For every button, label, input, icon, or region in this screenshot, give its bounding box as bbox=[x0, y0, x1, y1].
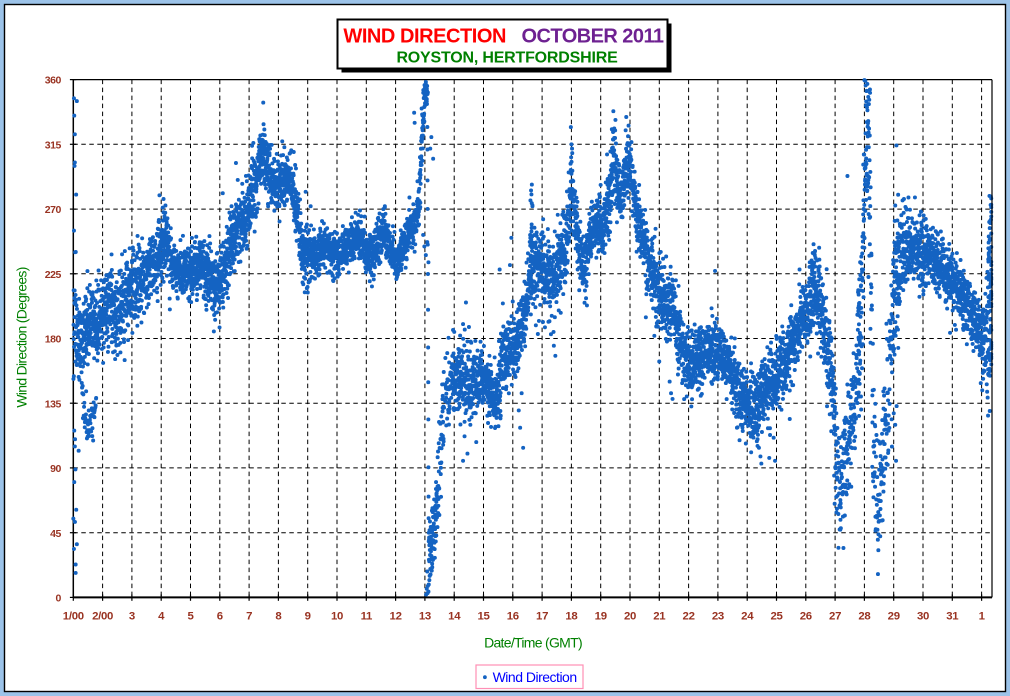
svg-text:16: 16 bbox=[507, 611, 519, 623]
svg-text:WIND DIRECTION: WIND DIRECTION bbox=[343, 26, 506, 48]
svg-text:11: 11 bbox=[361, 611, 373, 623]
svg-text:Wind Direction: Wind Direction bbox=[493, 669, 577, 685]
svg-text:24: 24 bbox=[741, 611, 754, 623]
svg-text:15: 15 bbox=[477, 611, 490, 623]
svg-text:30: 30 bbox=[917, 611, 929, 623]
svg-text:26: 26 bbox=[800, 611, 812, 623]
svg-text:2/00: 2/00 bbox=[92, 611, 113, 623]
svg-text:225: 225 bbox=[45, 269, 62, 281]
svg-text:14: 14 bbox=[448, 611, 461, 623]
svg-text:90: 90 bbox=[50, 463, 61, 475]
svg-text:23: 23 bbox=[712, 611, 724, 623]
svg-text:25: 25 bbox=[770, 611, 783, 623]
svg-text:0: 0 bbox=[55, 593, 61, 605]
svg-text:18: 18 bbox=[565, 611, 577, 623]
svg-text:13: 13 bbox=[419, 611, 431, 623]
svg-text:1/00: 1/00 bbox=[63, 611, 84, 623]
svg-text:Date/Time (GMT): Date/Time (GMT) bbox=[484, 635, 582, 651]
svg-text:8: 8 bbox=[275, 611, 281, 623]
svg-text:21: 21 bbox=[653, 611, 666, 623]
svg-text:31: 31 bbox=[946, 611, 959, 623]
svg-text:19: 19 bbox=[595, 611, 607, 623]
svg-text:45: 45 bbox=[50, 528, 61, 540]
svg-text:10: 10 bbox=[331, 611, 343, 623]
svg-text:1: 1 bbox=[979, 611, 986, 623]
svg-text:7: 7 bbox=[246, 611, 252, 623]
svg-text:180: 180 bbox=[45, 334, 62, 346]
svg-text:27: 27 bbox=[829, 611, 841, 623]
svg-text:12: 12 bbox=[390, 611, 402, 623]
svg-text:4: 4 bbox=[158, 611, 165, 623]
svg-text:Wind Direction (Degrees): Wind Direction (Degrees) bbox=[13, 267, 29, 407]
svg-text:9: 9 bbox=[305, 611, 311, 623]
svg-text:ROYSTON, HERTFORDSHIRE: ROYSTON, HERTFORDSHIRE bbox=[396, 49, 618, 66]
svg-text:315: 315 bbox=[45, 139, 62, 151]
svg-text:360: 360 bbox=[45, 75, 62, 87]
svg-text:29: 29 bbox=[888, 611, 900, 623]
svg-text:5: 5 bbox=[187, 611, 194, 623]
svg-text:17: 17 bbox=[536, 611, 548, 623]
svg-text:135: 135 bbox=[45, 398, 62, 410]
svg-text:28: 28 bbox=[858, 611, 870, 623]
svg-text:270: 270 bbox=[45, 204, 62, 216]
svg-text:20: 20 bbox=[624, 611, 636, 623]
svg-text:OCTOBER 2011: OCTOBER 2011 bbox=[522, 26, 664, 48]
svg-text:22: 22 bbox=[683, 611, 695, 623]
svg-text:6: 6 bbox=[217, 611, 223, 623]
svg-text:3: 3 bbox=[129, 611, 135, 623]
